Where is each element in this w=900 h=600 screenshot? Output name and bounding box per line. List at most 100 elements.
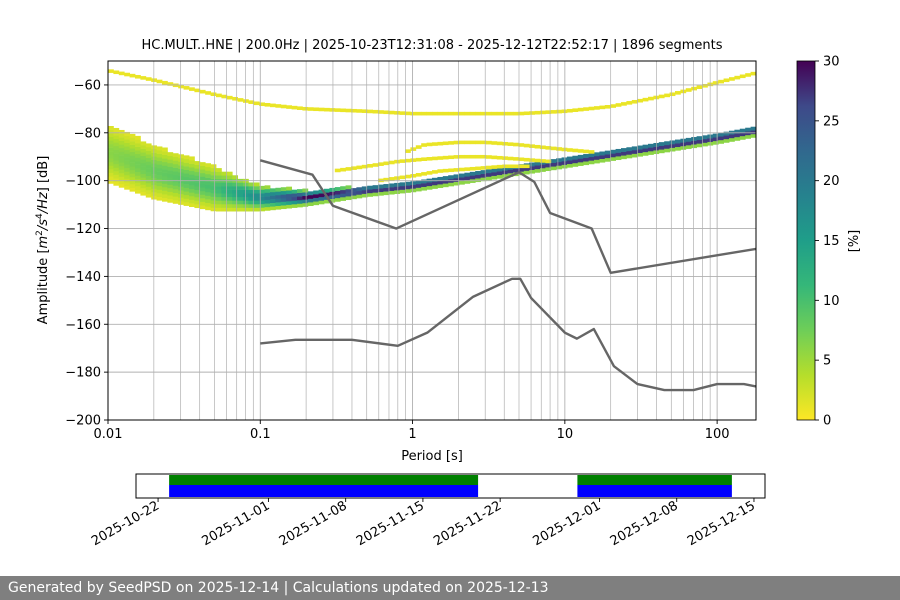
density-cell bbox=[394, 182, 400, 187]
density-cell bbox=[156, 182, 163, 187]
density-cell bbox=[534, 158, 541, 163]
density-cell bbox=[140, 177, 147, 182]
density-cell bbox=[475, 174, 481, 179]
density-cell bbox=[351, 108, 357, 113]
density-cell bbox=[216, 168, 222, 172]
density-cell bbox=[604, 150, 611, 155]
density-cell bbox=[621, 155, 627, 160]
density-cell bbox=[162, 165, 168, 170]
density-cell bbox=[658, 142, 665, 147]
density-cell bbox=[162, 194, 168, 199]
density-cell bbox=[199, 198, 206, 202]
density-cell bbox=[345, 188, 352, 193]
density-cell bbox=[270, 188, 276, 193]
density-cell bbox=[464, 140, 471, 145]
density-cell bbox=[572, 162, 579, 167]
density-cell bbox=[594, 106, 600, 110]
density-cell bbox=[253, 196, 260, 201]
density-cell bbox=[442, 155, 449, 160]
density-cell bbox=[270, 206, 276, 211]
density-cell bbox=[172, 164, 179, 168]
density-cell bbox=[351, 191, 357, 196]
density-cell bbox=[189, 188, 195, 193]
density-cell bbox=[189, 160, 195, 164]
density-cell bbox=[189, 163, 195, 168]
density-cell bbox=[356, 194, 363, 199]
density-cell bbox=[216, 189, 222, 194]
density-cell bbox=[691, 144, 697, 149]
density-cell bbox=[340, 197, 346, 201]
density-cell bbox=[129, 73, 136, 78]
density-cell bbox=[140, 159, 147, 164]
density-cell bbox=[718, 132, 724, 137]
density-cell bbox=[194, 171, 201, 176]
density-cell bbox=[318, 200, 325, 205]
density-cell bbox=[129, 148, 136, 153]
density-cell bbox=[124, 157, 130, 161]
density-cell bbox=[734, 75, 741, 80]
density-cell bbox=[210, 175, 217, 179]
density-cell bbox=[113, 160, 120, 165]
density-cell bbox=[739, 128, 746, 133]
colorbar bbox=[796, 60, 816, 421]
density-cell bbox=[340, 193, 346, 198]
density-cell bbox=[372, 109, 379, 114]
density-cell bbox=[108, 136, 114, 141]
density-cell bbox=[156, 175, 163, 180]
density-cell bbox=[270, 195, 276, 200]
density-cell bbox=[599, 105, 606, 110]
density-cell bbox=[513, 164, 519, 169]
density-cell bbox=[226, 189, 233, 194]
density-cell bbox=[685, 88, 692, 92]
density-cell bbox=[145, 161, 152, 166]
density-cell bbox=[739, 132, 746, 137]
density-cell bbox=[291, 196, 298, 201]
density-cell bbox=[448, 155, 454, 160]
density-cell bbox=[248, 189, 255, 194]
density-cell bbox=[221, 200, 228, 205]
colorbar-tick-label: 25 bbox=[823, 114, 840, 129]
density-cell bbox=[205, 195, 211, 200]
x-tick-label: 0.1 bbox=[250, 427, 271, 442]
density-cell bbox=[388, 183, 395, 188]
density-cell bbox=[502, 170, 508, 175]
density-cell bbox=[669, 144, 676, 148]
density-cell bbox=[421, 179, 427, 184]
density-cell bbox=[696, 139, 703, 144]
density-cell bbox=[572, 108, 579, 112]
density-cell bbox=[291, 204, 298, 208]
density-cell bbox=[361, 109, 368, 113]
density-cell bbox=[156, 157, 163, 162]
density-cell bbox=[156, 164, 163, 169]
density-cell bbox=[108, 151, 114, 156]
density-cell bbox=[226, 95, 233, 100]
density-cell bbox=[572, 155, 579, 160]
density-cell bbox=[367, 164, 373, 168]
density-cell bbox=[437, 180, 444, 185]
density-cell bbox=[394, 176, 400, 180]
density-cell bbox=[329, 187, 336, 192]
density-cell bbox=[523, 157, 530, 162]
density-cell bbox=[205, 188, 211, 193]
density-cell bbox=[162, 80, 168, 85]
density-cell bbox=[145, 172, 152, 177]
density-cell bbox=[135, 153, 141, 158]
density-cell bbox=[523, 164, 530, 169]
density-cell bbox=[118, 140, 125, 145]
density-cell bbox=[145, 150, 152, 155]
density-cell bbox=[486, 176, 492, 181]
density-cell bbox=[199, 205, 206, 210]
density-cell bbox=[642, 97, 649, 102]
density-cell bbox=[307, 107, 314, 111]
density-cell bbox=[216, 193, 222, 198]
density-cell bbox=[135, 168, 141, 173]
density-cell bbox=[221, 171, 228, 176]
density-cell bbox=[318, 107, 325, 112]
density-cell bbox=[162, 179, 168, 184]
density-cell bbox=[118, 169, 125, 174]
density-cell bbox=[405, 188, 411, 193]
density-cell bbox=[108, 179, 114, 184]
timeline-tick-label: 2025-10-22 bbox=[89, 498, 162, 549]
x-tick-label: 0.01 bbox=[94, 427, 123, 442]
density-cell bbox=[118, 151, 125, 156]
